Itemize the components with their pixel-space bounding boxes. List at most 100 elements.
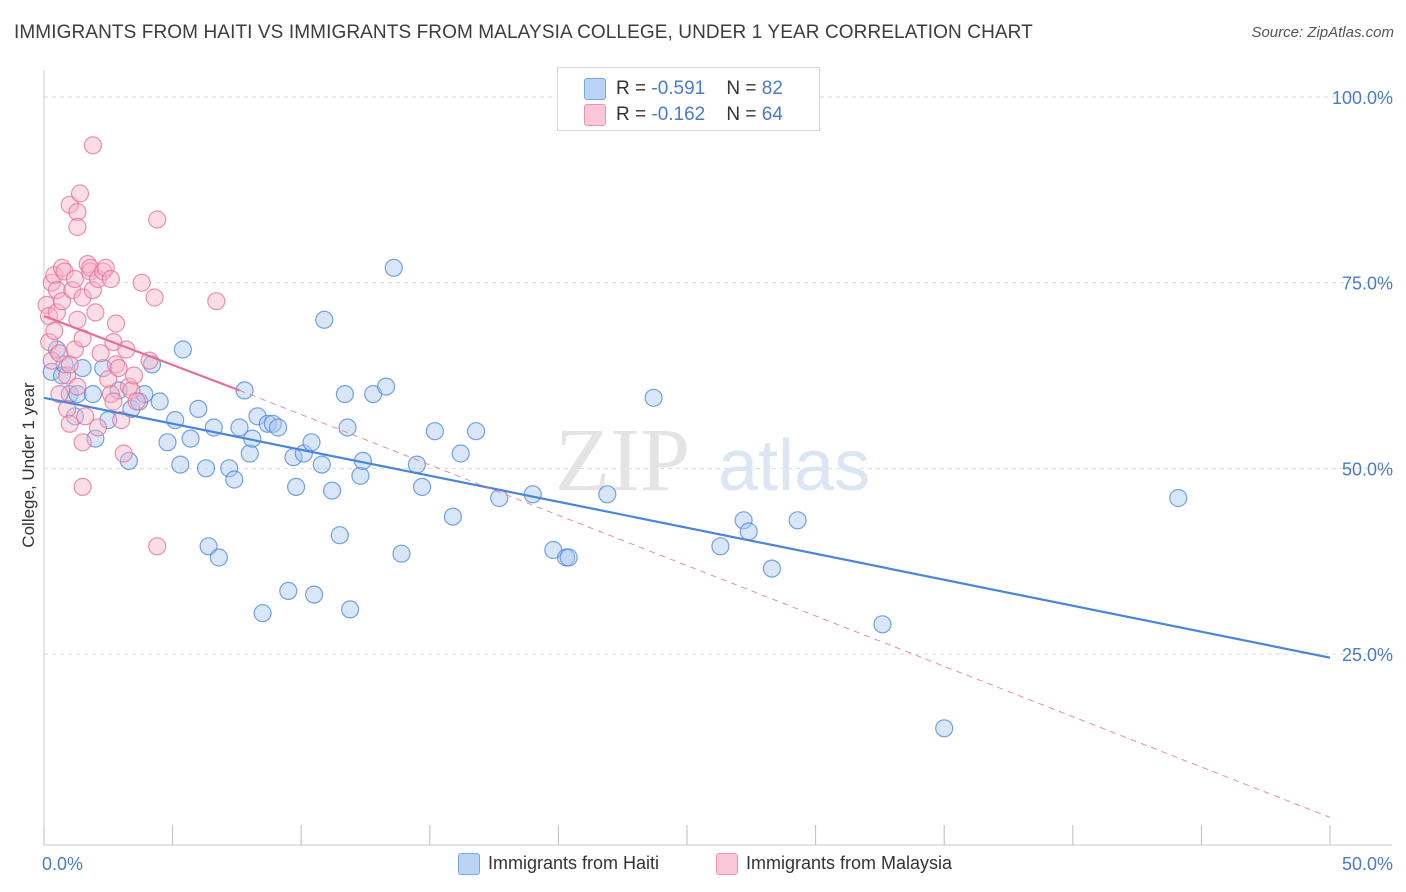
- malaysia-point-61: [148, 210, 167, 229]
- haiti-point-39: [269, 418, 288, 437]
- haiti-point-21: [171, 455, 190, 474]
- malaysia-point-17: [60, 414, 79, 433]
- bottom-legend-swatch-malaysia: [716, 853, 738, 875]
- haiti-point-61: [425, 422, 444, 441]
- haiti-trend-line: [43, 396, 1331, 659]
- watermark-zip: ZIP: [555, 411, 690, 510]
- malaysia-trend-extension: [239, 389, 1331, 818]
- malaysia-point-13: [55, 262, 74, 281]
- malaysia-point-23: [68, 377, 87, 396]
- malaysia-point-31: [76, 407, 95, 426]
- watermark: ZIP atlas: [555, 411, 870, 510]
- haiti-point-8: [83, 385, 103, 404]
- malaysia-point-40: [91, 344, 110, 363]
- haiti-point-36: [253, 604, 272, 623]
- malaysia-point-6: [45, 321, 64, 340]
- gridlines: [44, 96, 1392, 655]
- haiti-point-18: [150, 392, 169, 411]
- malaysia-point-58: [132, 273, 151, 292]
- haiti-point-59: [407, 455, 426, 474]
- legend-swatch-malaysia: [584, 104, 606, 126]
- haiti-point-47: [315, 310, 334, 329]
- malaysia-point-11: [52, 292, 72, 311]
- haiti-point-23: [181, 429, 200, 448]
- y-tick-labels: 25.0% 50.0% 75.0% 100.0%: [1332, 88, 1393, 665]
- haiti-point-70: [598, 485, 617, 504]
- malaysia-point-0: [37, 295, 56, 314]
- haiti-point-48: [323, 481, 342, 500]
- haiti-point-51: [338, 418, 357, 437]
- haiti-point-75: [762, 559, 782, 578]
- haiti-point-53: [351, 466, 370, 485]
- haiti-point-57: [384, 258, 403, 277]
- haiti-point-74: [739, 522, 758, 541]
- x-ticks: [43, 825, 1331, 845]
- malaysia-point-57: [127, 392, 146, 411]
- malaysia-point-29: [73, 477, 92, 496]
- malaysia-point-14: [57, 399, 77, 418]
- legend-n-malaysia: 64: [761, 104, 783, 125]
- malaysia-point-52: [114, 444, 133, 463]
- malaysia-point-37: [86, 303, 105, 322]
- series-points: [37, 136, 1188, 738]
- haiti-point-60: [413, 477, 432, 496]
- malaysia-point-43: [99, 370, 118, 389]
- malaysia-point-42: [96, 258, 115, 277]
- haiti-point-52: [341, 600, 360, 619]
- haiti-point-78: [935, 719, 954, 738]
- watermark-atlas: atlas: [718, 426, 870, 506]
- haiti-point-69: [559, 548, 578, 567]
- legend: R = -0.591 N = 82 R = -0.162 N = 64: [557, 67, 820, 131]
- malaysia-point-24: [68, 217, 87, 237]
- haiti-point-22: [173, 340, 192, 359]
- source-credit: Source: ZipAtlas.com: [1251, 24, 1394, 41]
- malaysia-point-30: [73, 288, 92, 307]
- y-tick-label-1: 50.0%: [1342, 459, 1393, 479]
- haiti-point-32: [235, 381, 254, 400]
- malaysia-trend-line: [43, 315, 240, 392]
- malaysia-point-44: [101, 269, 121, 289]
- malaysia-point-35: [83, 281, 103, 300]
- malaysia-point-36: [83, 136, 103, 155]
- haiti-point-56: [377, 377, 396, 396]
- bottom-legend-label-haiti: Immigrants from Haiti: [488, 853, 660, 873]
- malaysia-point-5: [45, 266, 64, 285]
- malaysia-point-26: [70, 184, 90, 203]
- haiti-point-49: [330, 526, 349, 545]
- haiti-point-77: [873, 615, 892, 634]
- malaysia-point-19: [63, 281, 82, 300]
- haiti-point-37: [258, 414, 277, 433]
- haiti-point-6: [68, 385, 87, 404]
- haiti-point-40: [279, 581, 298, 601]
- y-tick-label-3: 100.0%: [1332, 88, 1393, 108]
- trend-lines: [43, 315, 1331, 818]
- legend-n-haiti: 82: [761, 78, 783, 99]
- haiti-point-71: [644, 388, 663, 407]
- legend-r-haiti: -0.591: [651, 78, 706, 99]
- legend-r-malaysia: -0.162: [651, 104, 706, 125]
- y-axis-label: College, Under 1 year: [19, 382, 38, 548]
- haiti-point-72: [711, 537, 730, 556]
- malaysia-point-63: [207, 292, 226, 311]
- haiti-point-30: [225, 470, 244, 489]
- haiti-point-63: [451, 444, 470, 463]
- haiti-point-35: [248, 407, 267, 426]
- haiti-point-73: [734, 511, 753, 530]
- malaysia-point-62: [148, 537, 167, 556]
- malaysia-point-59: [140, 351, 159, 370]
- malaysia-point-49: [106, 314, 126, 333]
- haiti-point-42: [287, 477, 306, 496]
- malaysia-point-39: [88, 418, 108, 437]
- malaysia-point-60: [145, 288, 164, 307]
- malaysia-point-56: [124, 366, 144, 385]
- haiti-point-58: [392, 544, 411, 563]
- malaysia-point-3: [42, 351, 61, 370]
- haiti-point-24: [189, 399, 208, 418]
- malaysia-point-22: [68, 203, 87, 222]
- legend-swatch-haiti: [584, 78, 606, 100]
- x-tick-label-1: 50.0%: [1342, 854, 1393, 874]
- haiti-point-79: [1169, 488, 1188, 508]
- haiti-point-45: [305, 585, 324, 604]
- haiti-point-44: [302, 433, 321, 452]
